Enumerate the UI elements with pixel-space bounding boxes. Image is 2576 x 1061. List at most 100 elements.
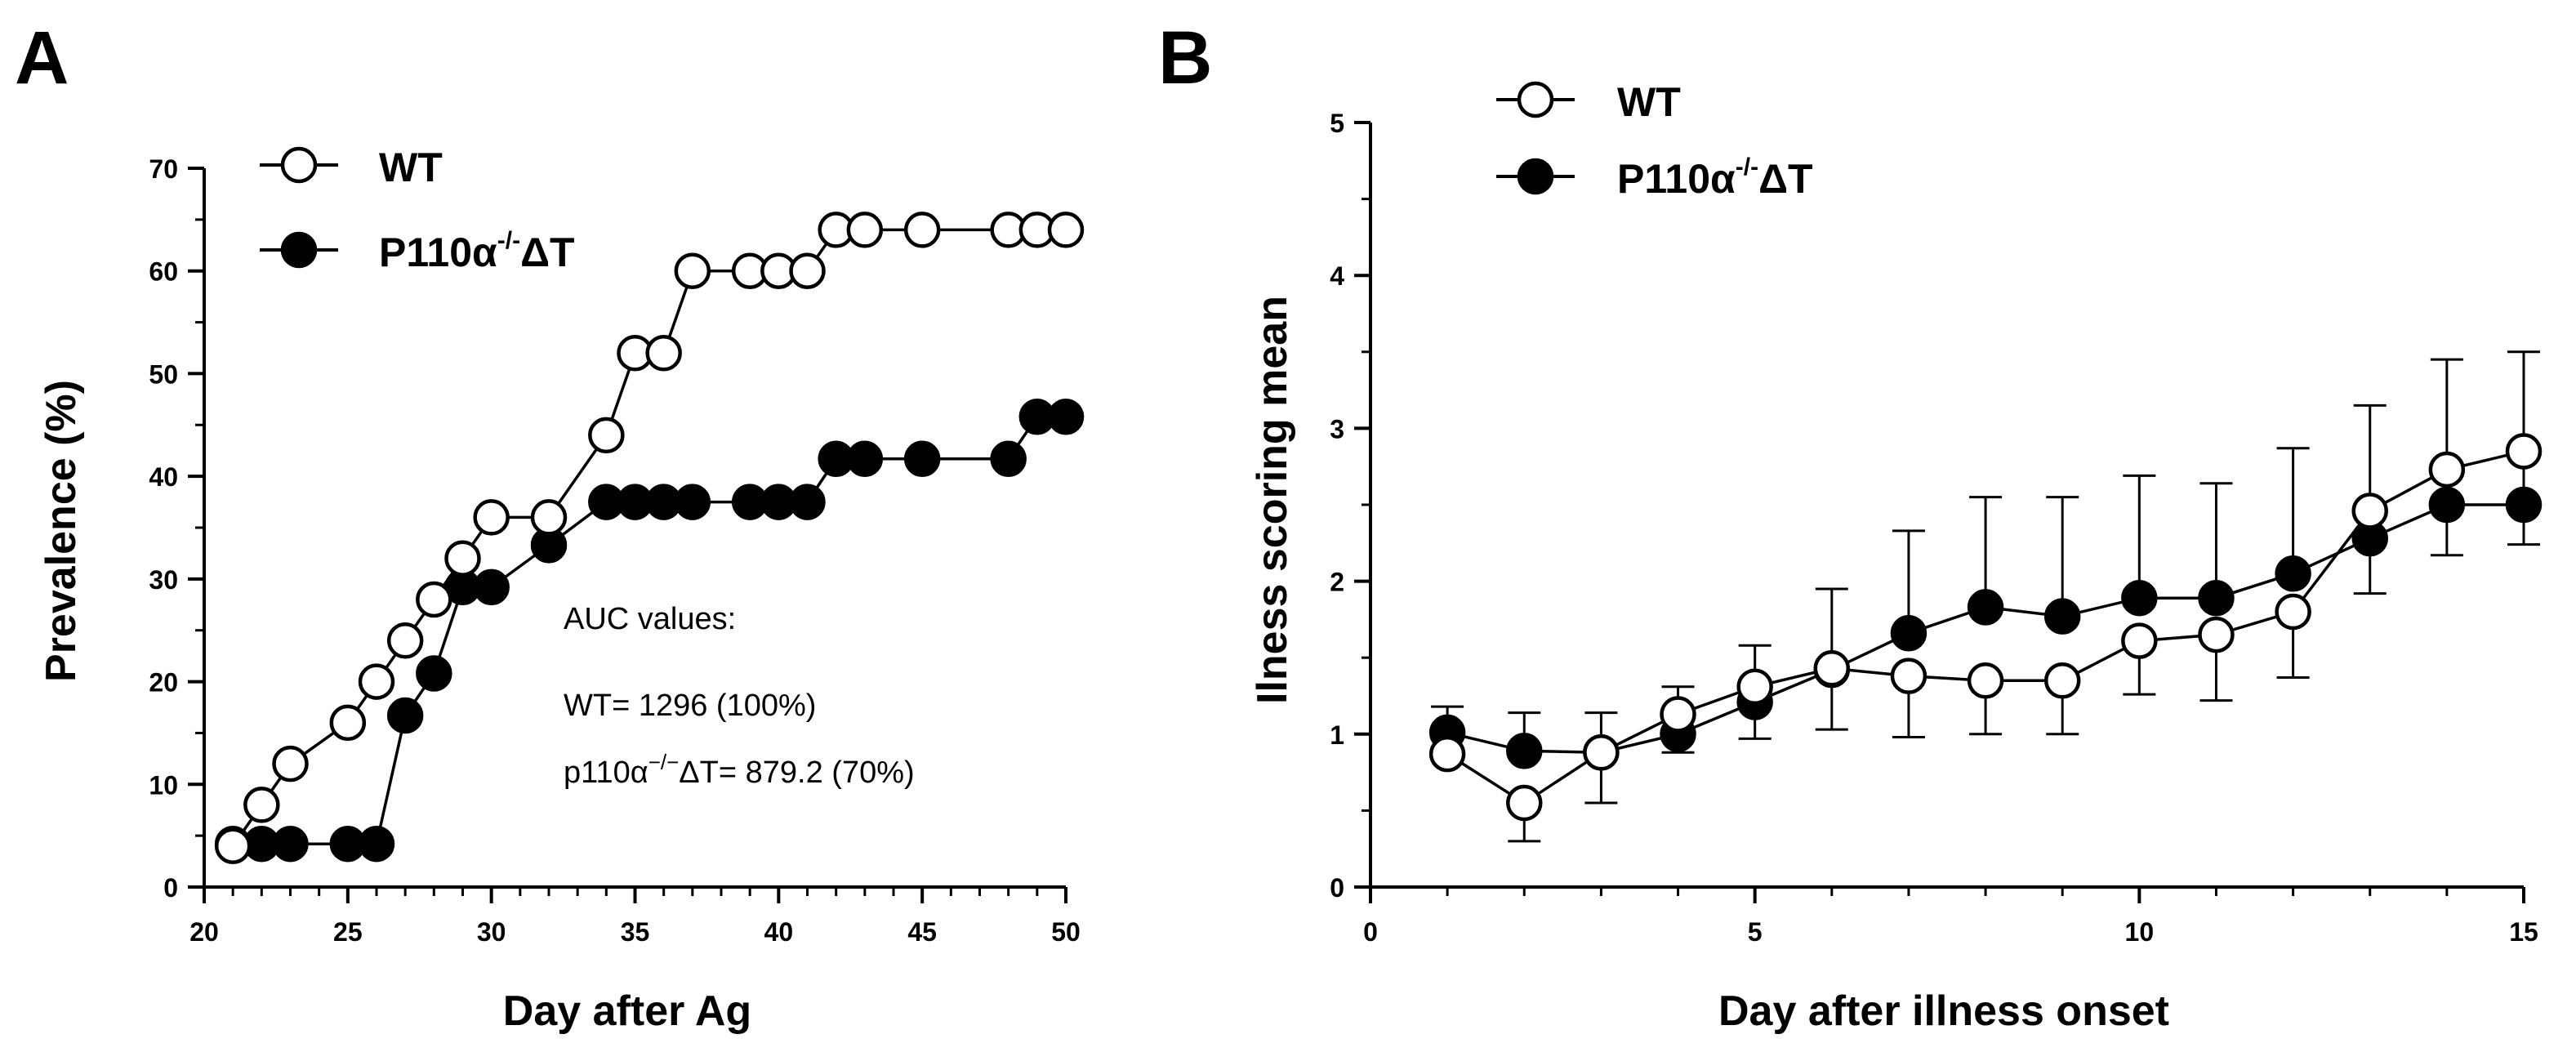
- ko-data-point: [1967, 589, 2004, 626]
- ko-data-point: [1506, 733, 1543, 769]
- ko-data-point: [2043, 598, 2081, 635]
- x-tick-label: 40: [764, 917, 794, 947]
- wt-data-point: [1506, 784, 1543, 822]
- x-tick-label: 10: [2125, 917, 2155, 947]
- x-tick-label: 50: [1051, 917, 1081, 947]
- x-tick-label: 30: [477, 917, 506, 947]
- auc-annotation: AUC values: WT= 1296 (100%) p110α−/−ΔT= …: [564, 602, 915, 790]
- ko-data-point: [2275, 555, 2311, 592]
- auc-ko: p110α−/−ΔT= 879.2 (70%): [564, 750, 915, 790]
- wt-data-point: [272, 745, 309, 782]
- legend-b-ko-label: P110α-/-ΔT: [1617, 154, 1813, 202]
- x-tick-label: 35: [621, 917, 650, 947]
- x-tick-label: 25: [333, 917, 363, 947]
- ko-data-point: [1047, 398, 1085, 435]
- wt-data-point: [588, 417, 625, 454]
- wt-data-point: [1583, 734, 1620, 771]
- panel-a-legend: WT P110α-/-ΔT: [260, 145, 575, 275]
- panel-a-letter: A: [15, 16, 69, 100]
- ko-data-point: [846, 440, 884, 478]
- wt-data-point: [386, 622, 424, 659]
- ko-data-point: [2198, 579, 2235, 617]
- y-tick-label: 2: [1330, 568, 1344, 597]
- wt-data-point: [645, 335, 682, 372]
- wt-data-point: [530, 499, 568, 536]
- wt-data-point: [358, 663, 395, 700]
- wt-data-point: [1660, 696, 1696, 733]
- wt-data-point: [473, 499, 510, 536]
- wt-data-point: [416, 581, 452, 618]
- wt-data-point: [214, 827, 252, 864]
- panel-b-x-axis-title: Day after illness onset: [1718, 987, 2169, 1035]
- y-tick-label: 10: [149, 770, 178, 800]
- x-tick-label: 5: [1748, 917, 1763, 947]
- legend-ko-suffix: ΔT: [520, 230, 574, 275]
- x-tick-label: 45: [907, 917, 937, 947]
- legend-wt-label: WT: [379, 145, 443, 190]
- auc-ko-sup: −/−: [648, 750, 680, 774]
- wt-data-point: [1967, 662, 2004, 699]
- ko-data-point: [674, 484, 711, 520]
- ko-data-point: [2428, 486, 2466, 524]
- panel-a-x-axis-title: Day after Ag: [503, 987, 751, 1035]
- legend-wt-marker: [280, 146, 318, 184]
- auc-wt: WT= 1296 (100%): [564, 689, 816, 723]
- wt-data-point: [1890, 658, 1928, 694]
- panel-a-y-axis-title: Prevalence (%): [38, 380, 85, 682]
- wt-data-point: [2121, 622, 2158, 659]
- ko-data-point: [990, 440, 1027, 478]
- ko-data-point: [386, 697, 424, 734]
- y-tick-label: 20: [149, 668, 178, 698]
- legend-b-ko-sup: -/-: [1736, 154, 1758, 181]
- panel-b-chart: 0 5 10 15 0 1 2 3 4 5: [1330, 109, 2543, 947]
- y-tick-label: 3: [1330, 414, 1344, 444]
- y-tick-label: 30: [149, 565, 178, 595]
- wt-data-point: [329, 704, 367, 742]
- wt-data-point: [243, 787, 280, 823]
- y-tick-label: 50: [149, 359, 178, 389]
- legend-b-ko-marker: [1517, 158, 1554, 195]
- ko-data-point: [272, 825, 309, 863]
- legend-ko-label: P110α-/-ΔT: [379, 227, 575, 275]
- wt-data-point: [903, 212, 941, 248]
- ko-data-point: [2505, 486, 2543, 524]
- legend-ko-marker: [280, 231, 318, 269]
- wt-data-point: [2275, 593, 2311, 631]
- legend-b-ko-suffix: ΔT: [1758, 156, 1812, 202]
- wt-data-point: [1736, 668, 1773, 706]
- wt-data-point: [1813, 650, 1851, 687]
- wt-data-point: [674, 252, 711, 289]
- auc-ko-rest: ΔT= 879.2 (70%): [679, 756, 914, 790]
- legend-ko-name: P110α: [379, 230, 497, 275]
- y-tick-label: 1: [1330, 720, 1344, 750]
- wt-data-point: [2043, 662, 2081, 699]
- wt-data-point: [2198, 616, 2235, 653]
- wt-data-point: [2505, 433, 2543, 470]
- wt-data-point: [2351, 493, 2388, 529]
- y-tick-label: 5: [1330, 109, 1344, 138]
- ko-data-point: [473, 568, 510, 606]
- ko-data-point: [903, 440, 941, 478]
- wt-data-point: [1047, 212, 1085, 248]
- ko-data-point: [2121, 579, 2158, 617]
- y-tick-label: 70: [149, 154, 178, 184]
- legend-b-wt-marker: [1517, 81, 1554, 118]
- wt-data-point: [846, 212, 884, 248]
- y-tick-label: 0: [163, 873, 178, 903]
- auc-heading: AUC values:: [564, 602, 736, 636]
- legend-b-ko-name: P110α: [1617, 156, 1736, 202]
- y-tick-label: 40: [149, 462, 178, 492]
- ko-data-point: [1890, 614, 1928, 652]
- x-tick-label: 20: [189, 917, 219, 947]
- y-tick-label: 4: [1330, 261, 1344, 291]
- x-tick-label: 0: [1363, 917, 1378, 947]
- panel-b-legend: WT P110α-/-ΔT: [1496, 79, 1813, 202]
- panel-b-letter: B: [1158, 16, 1212, 100]
- legend-ko-sup: -/-: [497, 227, 520, 254]
- auc-ko-prefix: p110α: [564, 756, 648, 790]
- x-tick-label: 15: [2509, 917, 2538, 947]
- ko-data-point: [358, 825, 395, 863]
- panel-a-chart: 20 25 30 35 40 45 50 0 10 20 30 40 50 60 70: [149, 154, 1085, 947]
- ko-data-point: [789, 484, 826, 520]
